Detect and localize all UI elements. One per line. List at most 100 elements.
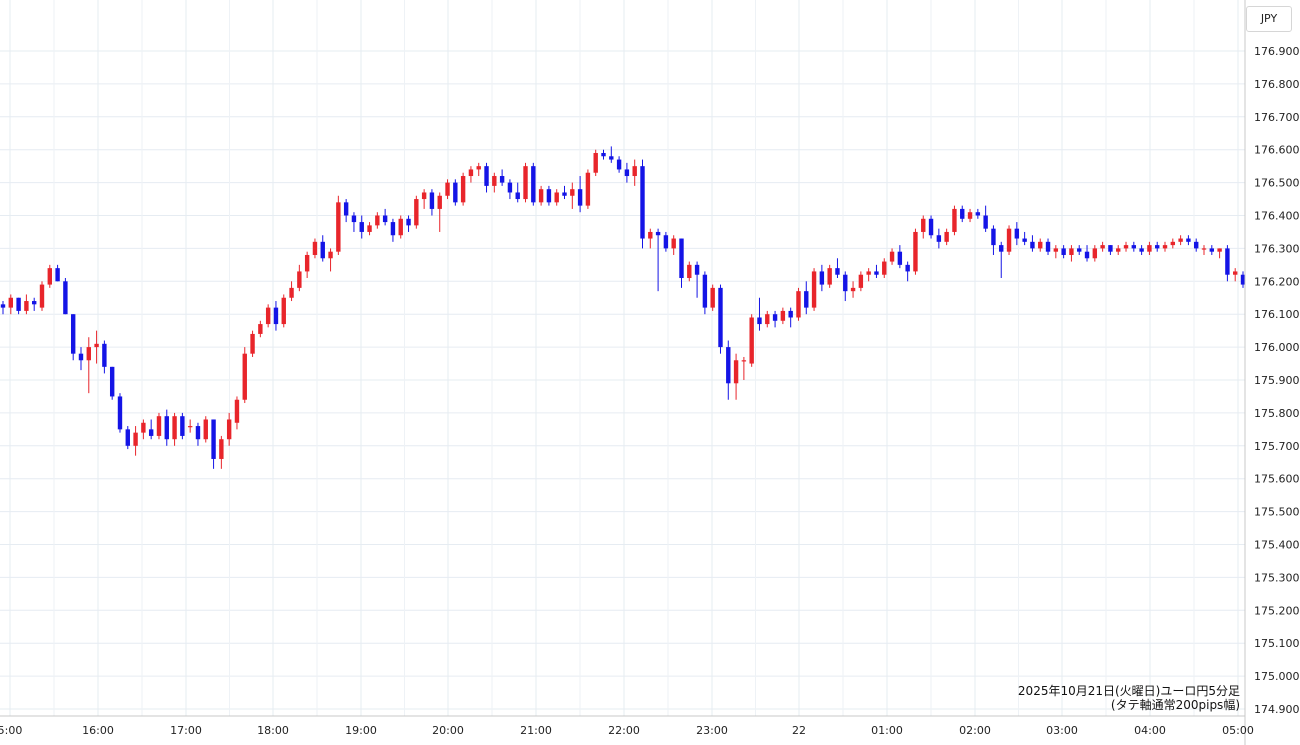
candle-body [648,231,653,239]
candle-body [133,432,138,446]
candle [273,301,279,331]
candle-body [570,189,575,196]
candle [250,330,255,357]
candle-body [55,268,60,282]
candle-body [390,222,396,236]
candle [741,356,747,380]
candle [733,353,739,400]
candle [1131,241,1137,252]
candle-body [538,189,544,203]
y-axis: 176.900 176.800 176.700 176.600 176.500 176.4… [1244,0,1300,745]
x-tick-label: 21:00 [520,724,552,737]
candle [850,281,856,298]
candle-body [671,238,676,249]
candle [234,396,240,430]
candle [507,179,513,200]
candle-body [1030,241,1035,249]
candle [827,264,832,288]
candle-body [16,297,21,311]
candle-body [866,271,871,275]
candle [616,156,622,173]
y-tick-label: 175.800 [1254,407,1300,420]
candle-body [31,301,37,305]
x-tick-label: 20:00 [432,724,464,737]
candle-body [749,317,754,364]
candle [242,347,247,404]
x-tick-label: 04:00 [1134,724,1166,737]
candle-body [936,235,942,242]
candle-body [1194,241,1199,249]
candle [858,271,864,292]
candle [492,172,497,193]
candle [601,149,606,160]
candle-body [78,353,84,361]
candle [359,215,364,239]
candle [960,205,965,223]
candle [952,205,957,236]
candle-body [546,189,552,203]
candle-body [975,212,981,216]
candle [944,228,949,246]
candle-body [367,225,372,232]
candle [336,195,341,255]
candle [905,261,910,282]
candle-body [0,304,6,308]
candle-body [905,264,910,272]
candle [679,238,684,288]
candle [1186,235,1191,246]
candle-body [336,202,341,252]
y-tick-label: 176.400 [1254,210,1300,223]
candle [585,169,591,209]
candle-body [757,317,762,325]
candle [164,409,169,446]
candle-body [624,169,630,177]
candle-body [406,218,411,226]
candle-body [819,271,825,285]
candle [663,231,669,252]
candle [117,393,123,433]
candle [1084,245,1090,262]
candle-body [616,159,622,170]
candle [1240,271,1246,288]
candle [1139,245,1144,255]
currency-label[interactable]: JPY [1246,6,1292,32]
candle [718,284,723,354]
candle [726,340,731,400]
candle [991,225,996,255]
candle [554,189,559,206]
candle-body [351,215,357,223]
candle-body [710,287,715,308]
candle [531,162,536,206]
candle [577,176,583,213]
candle-body [1038,241,1043,249]
candle-body [960,208,965,219]
candle-body [47,268,52,285]
candle-body [94,343,99,348]
y-tick-label: 176.900 [1254,45,1300,58]
candle-body [421,192,427,200]
candle [1038,238,1043,252]
candle [499,169,505,186]
candle [414,195,419,229]
candle [265,304,271,328]
candle [843,271,848,302]
candle [445,179,450,200]
candle-body [983,215,988,229]
candle-body [414,199,419,226]
candle-body [156,416,162,436]
candle-body [1123,245,1129,249]
candle-body [679,238,684,279]
candle-body [874,271,879,275]
candle-body [515,192,520,200]
candle-body [1108,245,1113,252]
candle [24,294,29,315]
candle [78,347,84,371]
candle [765,310,770,328]
candle [172,412,177,446]
candle [1201,245,1207,255]
candle [928,215,934,239]
candle [31,297,37,311]
candle [148,419,154,440]
candle-body [125,429,130,446]
